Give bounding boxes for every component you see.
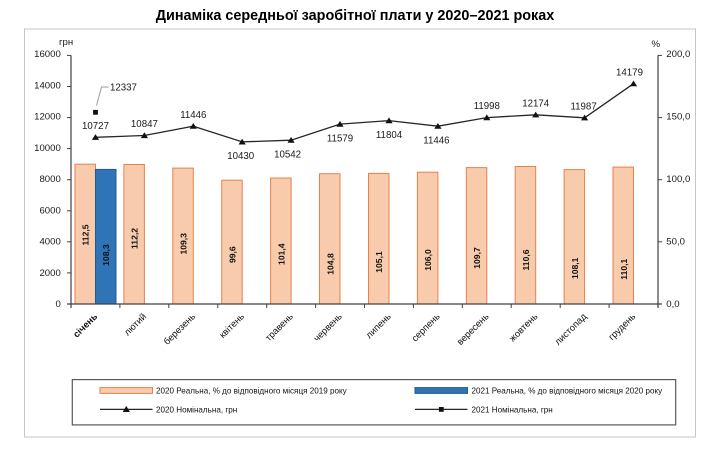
svg-text:4000: 4000 bbox=[39, 237, 60, 248]
svg-text:14000: 14000 bbox=[34, 80, 61, 91]
svg-text:11579: 11579 bbox=[327, 133, 353, 144]
svg-text:101,4: 101,4 bbox=[276, 243, 286, 265]
svg-text:99,6: 99,6 bbox=[228, 246, 238, 263]
svg-text:11446: 11446 bbox=[423, 135, 449, 146]
svg-text:2000: 2000 bbox=[39, 268, 60, 279]
svg-text:104,8: 104,8 bbox=[325, 253, 335, 275]
svg-text:105,1: 105,1 bbox=[374, 251, 384, 273]
svg-text:0: 0 bbox=[55, 299, 60, 310]
svg-text:108,3: 108,3 bbox=[101, 244, 111, 266]
svg-text:10847: 10847 bbox=[131, 119, 158, 130]
svg-text:12174: 12174 bbox=[522, 98, 550, 109]
svg-text:2020 Реальна, % до відповідног: 2020 Реальна, % до відповідного місяця 2… bbox=[156, 387, 348, 396]
svg-text:%: % bbox=[652, 39, 661, 50]
svg-text:10430: 10430 bbox=[227, 151, 255, 162]
svg-text:109,7: 109,7 bbox=[472, 247, 482, 269]
svg-text:10000: 10000 bbox=[34, 143, 61, 154]
svg-text:110,6: 110,6 bbox=[521, 249, 531, 270]
svg-text:106,0: 106,0 bbox=[423, 249, 433, 271]
svg-text:108,1: 108,1 bbox=[570, 257, 580, 279]
svg-text:8000: 8000 bbox=[39, 174, 60, 185]
svg-text:0,0: 0,0 bbox=[666, 299, 679, 310]
svg-text:грн: грн bbox=[59, 37, 73, 48]
svg-text:100,0: 100,0 bbox=[666, 174, 690, 185]
svg-text:14179: 14179 bbox=[616, 67, 643, 78]
svg-text:10542: 10542 bbox=[274, 149, 301, 160]
svg-text:11998: 11998 bbox=[474, 101, 500, 112]
svg-text:11804: 11804 bbox=[376, 130, 403, 141]
svg-text:2020 Номінальна, грн: 2020 Номінальна, грн bbox=[156, 405, 237, 414]
svg-text:Динаміка середньої заробітної: Динаміка середньої заробітної плати у 20… bbox=[156, 8, 555, 24]
svg-text:10727: 10727 bbox=[82, 121, 109, 132]
svg-text:2021 Номінальна, грн: 2021 Номінальна, грн bbox=[472, 405, 553, 414]
svg-text:50,0: 50,0 bbox=[666, 237, 685, 248]
svg-text:200,0: 200,0 bbox=[666, 49, 690, 60]
svg-text:112,5: 112,5 bbox=[81, 224, 91, 245]
svg-text:11987: 11987 bbox=[570, 101, 596, 112]
svg-text:11446: 11446 bbox=[180, 110, 206, 121]
svg-text:16000: 16000 bbox=[34, 49, 61, 60]
svg-text:12000: 12000 bbox=[34, 112, 61, 123]
svg-text:110,1: 110,1 bbox=[619, 258, 629, 279]
svg-text:109,3: 109,3 bbox=[179, 233, 189, 255]
svg-text:150,0: 150,0 bbox=[666, 112, 690, 123]
svg-text:12337: 12337 bbox=[110, 83, 137, 94]
svg-text:2021 Реальна, % до відповідног: 2021 Реальна, % до відповідного місяця 2… bbox=[472, 387, 664, 396]
svg-text:112,2: 112,2 bbox=[130, 228, 140, 249]
svg-text:6000: 6000 bbox=[39, 206, 60, 217]
